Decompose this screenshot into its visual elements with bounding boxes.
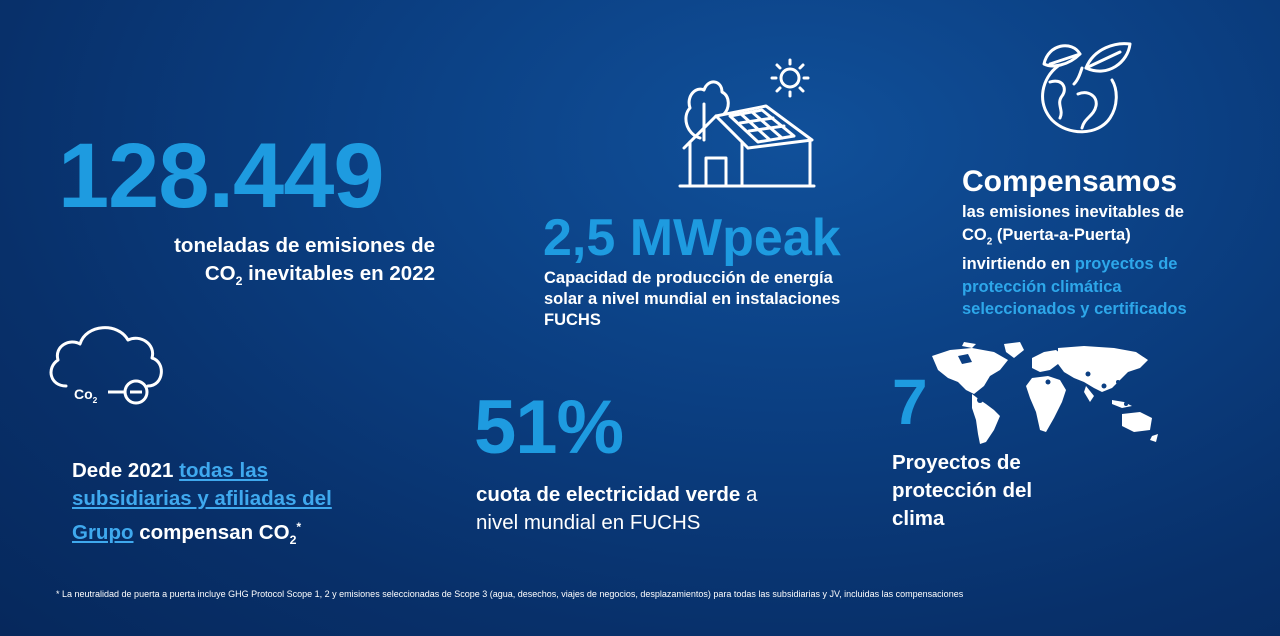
globe-leaves-icon	[1028, 38, 1138, 138]
stat-desc-compensamos: las emisiones inevitables de CO2 (Puerta…	[962, 203, 1187, 319]
link-subsidiaries[interactable]: todas las	[179, 459, 268, 482]
stat-title-compensamos: Compensamos	[962, 165, 1178, 198]
stat-desc-green-electricity: cuota de electricidad verde a nivel mund…	[476, 483, 758, 534]
link-subsidiaries-line3[interactable]: Grupo	[72, 520, 134, 544]
cloud-co2-label: Co2	[74, 386, 98, 405]
stat-number-green-electricity: 51%	[474, 385, 624, 470]
stat-desc-subsidiaries: Dede 2021 todas las subsidiarias y afili…	[72, 459, 332, 547]
stat-desc-solar: Capacidad de producción de energía solar…	[544, 269, 841, 329]
stat-desc-emissions: toneladas de emisiones de CO2 inevitable…	[174, 234, 435, 289]
footnote: * La neutralidad de puerta a puerta incl…	[56, 589, 964, 599]
solar-house-icon	[678, 56, 818, 188]
stat-desc-projects: Proyectos de protección del clima	[892, 451, 1033, 530]
stat-number-emissions: 128.449	[58, 125, 385, 227]
link-subsidiaries-line2[interactable]: subsidiarias y afiliadas del	[72, 487, 332, 510]
stat-number-projects: 7	[892, 366, 928, 438]
cloud-co2-icon	[44, 322, 166, 412]
world-map-icon	[928, 342, 1160, 446]
stat-number-solar: 2,5 MWpeak	[543, 209, 841, 267]
